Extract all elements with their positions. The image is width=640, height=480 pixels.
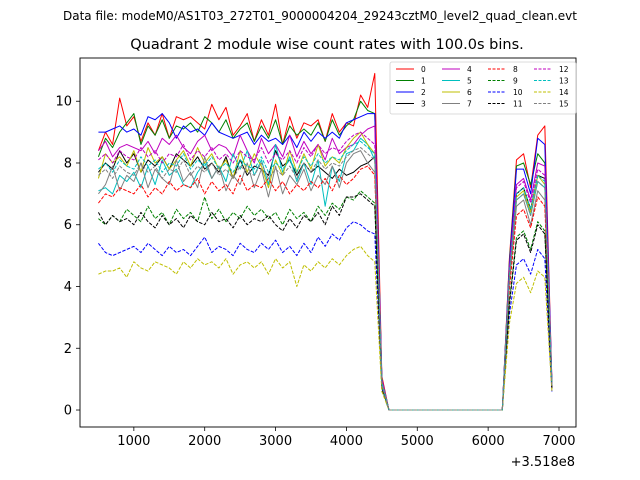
x-tick-label: 2000 — [188, 434, 221, 449]
legend-label: 9 — [513, 77, 518, 86]
legend-label: 10 — [513, 88, 523, 97]
series-line-8 — [98, 165, 553, 411]
x-tick-label: 6000 — [472, 434, 505, 449]
y-tick-label: 10 — [55, 95, 72, 110]
series-line-0 — [97, 72, 553, 411]
legend-label: 5 — [467, 77, 472, 86]
legend-label: 1 — [421, 77, 426, 86]
legend-box — [389, 61, 577, 115]
series-line-9 — [98, 190, 553, 411]
x-tick-label: 4000 — [330, 434, 363, 449]
legend-label: 11 — [513, 100, 523, 109]
x-offset-label: +3.518e8 — [511, 455, 575, 470]
plot-frame — [79, 57, 577, 428]
legend-label: 6 — [467, 88, 472, 97]
legend-label: 15 — [559, 100, 569, 109]
legend-label: 12 — [559, 65, 569, 74]
series-line-7 — [98, 150, 553, 411]
legend-label: 0 — [421, 65, 426, 74]
x-tick-label: 3000 — [259, 434, 292, 449]
data-file-label: Data file: modeM0/AS1T03_272T01_90000042… — [63, 9, 577, 23]
series-line-1 — [97, 100, 553, 411]
legend-label: 13 — [559, 77, 569, 86]
legend-label: 8 — [513, 65, 518, 74]
series-line-12 — [98, 131, 553, 411]
y-axis: 0 2 4 6 8 10 — [55, 95, 80, 419]
series-line-15 — [98, 147, 553, 411]
series-line-6 — [97, 131, 553, 411]
series-line-14 — [98, 245, 553, 411]
x-axis: 1000 2000 3000 4000 5000 6000 7000 — [117, 427, 576, 449]
legend-label: 14 — [559, 88, 569, 97]
y-tick-label: 6 — [64, 218, 72, 233]
plot-lines — [97, 72, 553, 411]
series-line-11 — [97, 193, 553, 411]
series-line-3 — [98, 150, 553, 411]
legend-label: 2 — [421, 88, 426, 97]
y-tick-label: 4 — [64, 280, 72, 295]
legend-label: 4 — [467, 65, 472, 74]
y-tick-label: 0 — [64, 404, 72, 419]
legend-label: 7 — [467, 100, 472, 109]
x-tick-label: 1000 — [117, 434, 150, 449]
chart-title: Quadrant 2 module wise count rates with … — [130, 37, 524, 53]
x-tick-label: 5000 — [401, 434, 434, 449]
legend-label: 3 — [421, 100, 426, 109]
y-tick-label: 2 — [64, 342, 72, 357]
x-tick-label: 7000 — [542, 434, 575, 449]
series-line-10 — [98, 221, 553, 411]
y-tick-label: 8 — [64, 156, 72, 171]
